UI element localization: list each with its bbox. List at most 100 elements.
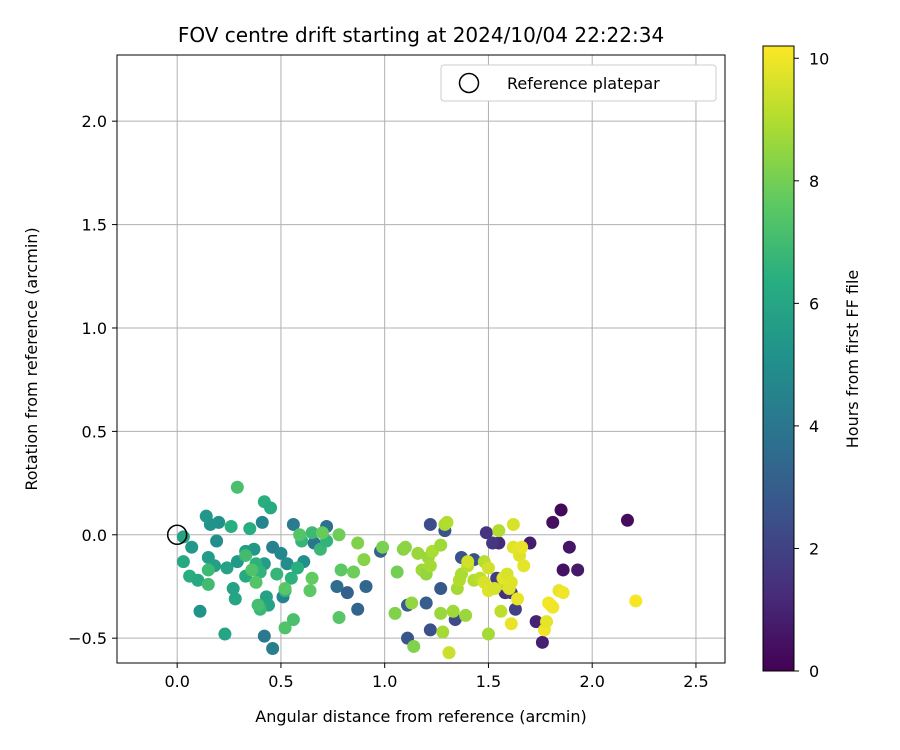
reference-platepar-marker bbox=[166, 524, 188, 546]
data-point bbox=[278, 621, 292, 635]
data-point bbox=[293, 528, 307, 542]
data-point bbox=[315, 526, 329, 540]
data-point bbox=[303, 584, 317, 598]
y-tick-label: 2.0 bbox=[82, 112, 107, 131]
data-point bbox=[504, 617, 518, 631]
data-point bbox=[340, 586, 354, 600]
data-point bbox=[504, 575, 518, 589]
data-point bbox=[423, 623, 437, 637]
data-point bbox=[201, 577, 215, 591]
data-point bbox=[245, 563, 259, 577]
data-point bbox=[434, 582, 448, 596]
data-point bbox=[529, 615, 543, 629]
plot-frame bbox=[116, 54, 726, 664]
y-axis-ticks: −0.5 0.0 0.5 1.0 1.5 2.0 bbox=[68, 112, 117, 648]
y-tick-label: 1.0 bbox=[82, 319, 107, 338]
data-point bbox=[193, 604, 207, 618]
data-point bbox=[556, 586, 570, 600]
data-point bbox=[486, 536, 500, 550]
data-point bbox=[286, 613, 300, 627]
data-point bbox=[423, 517, 437, 531]
colorbar-tick-label: 6 bbox=[809, 294, 819, 313]
data-point bbox=[185, 540, 199, 554]
data-point bbox=[562, 540, 576, 554]
data-point bbox=[434, 538, 448, 552]
data-point bbox=[436, 625, 450, 639]
data-point bbox=[228, 592, 242, 606]
data-point bbox=[239, 548, 253, 562]
data-point bbox=[351, 602, 365, 616]
data-point bbox=[620, 513, 634, 527]
data-point bbox=[571, 563, 585, 577]
data-point bbox=[481, 561, 495, 575]
data-point bbox=[515, 540, 529, 554]
y-axis-label: Rotation from reference (arcmin) bbox=[22, 227, 41, 490]
data-point bbox=[554, 503, 568, 517]
data-point bbox=[540, 615, 554, 629]
data-point bbox=[255, 515, 269, 529]
colorbar-tick-label: 0 bbox=[809, 662, 819, 681]
x-axis-ticks: 0.0 0.5 1.0 1.5 2.0 2.5 bbox=[164, 663, 709, 691]
data-point bbox=[332, 611, 346, 625]
data-point bbox=[280, 557, 294, 571]
data-point bbox=[388, 606, 402, 620]
colorbar-tick-label: 2 bbox=[809, 539, 819, 558]
x-tick-label: 1.0 bbox=[372, 672, 397, 691]
data-point bbox=[218, 627, 232, 641]
chart-title: FOV centre drift starting at 2024/10/04 … bbox=[178, 23, 664, 47]
data-point bbox=[546, 600, 560, 614]
data-point bbox=[376, 540, 390, 554]
data-point bbox=[266, 642, 280, 656]
data-point bbox=[210, 534, 224, 548]
data-point bbox=[347, 565, 361, 579]
data-point bbox=[359, 579, 373, 593]
data-point bbox=[230, 480, 244, 494]
legend-box bbox=[440, 64, 717, 102]
data-point bbox=[419, 596, 433, 610]
data-point bbox=[351, 536, 365, 550]
x-tick-label: 2.0 bbox=[579, 672, 604, 691]
data-point bbox=[284, 571, 298, 585]
data-point bbox=[199, 509, 213, 523]
data-point bbox=[407, 639, 421, 653]
colorbar: 0 2 4 6 8 10 Hours from first FF file bbox=[762, 45, 862, 681]
y-tick-label: 0.0 bbox=[82, 526, 107, 545]
data-point bbox=[251, 598, 265, 612]
data-point bbox=[398, 540, 412, 554]
data-point bbox=[479, 526, 493, 540]
x-tick-label: 2.5 bbox=[683, 672, 708, 691]
colorbar-label: Hours from first FF file bbox=[843, 270, 862, 449]
data-point bbox=[535, 635, 549, 649]
data-point bbox=[546, 515, 560, 529]
data-point bbox=[270, 567, 284, 581]
data-point bbox=[494, 604, 508, 618]
data-point bbox=[508, 602, 522, 616]
data-point bbox=[220, 561, 234, 575]
data-points bbox=[176, 480, 643, 660]
data-point bbox=[291, 561, 305, 575]
data-point bbox=[274, 546, 288, 560]
data-point bbox=[286, 517, 300, 531]
data-point bbox=[224, 520, 238, 534]
data-point bbox=[249, 575, 263, 589]
data-point bbox=[459, 608, 473, 622]
data-point bbox=[226, 582, 240, 596]
data-point bbox=[357, 553, 371, 567]
data-point bbox=[492, 524, 506, 538]
data-point bbox=[278, 582, 292, 596]
grid-lines bbox=[117, 55, 725, 663]
data-point bbox=[330, 579, 344, 593]
data-point bbox=[461, 555, 475, 569]
data-point bbox=[176, 555, 190, 569]
x-axis-label: Angular distance from reference (arcmin) bbox=[255, 707, 586, 726]
data-point bbox=[506, 517, 520, 531]
data-point bbox=[434, 606, 448, 620]
colorbar-tick-label: 8 bbox=[809, 172, 819, 191]
data-point bbox=[305, 526, 319, 540]
x-tick-label: 0.5 bbox=[268, 672, 293, 691]
y-tick-label: −0.5 bbox=[68, 629, 107, 648]
legend-label: Reference platepar bbox=[507, 74, 660, 93]
data-point bbox=[243, 522, 257, 536]
data-point bbox=[334, 563, 348, 577]
